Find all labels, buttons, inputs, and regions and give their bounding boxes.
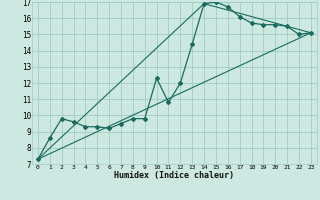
- X-axis label: Humidex (Indice chaleur): Humidex (Indice chaleur): [115, 171, 234, 180]
